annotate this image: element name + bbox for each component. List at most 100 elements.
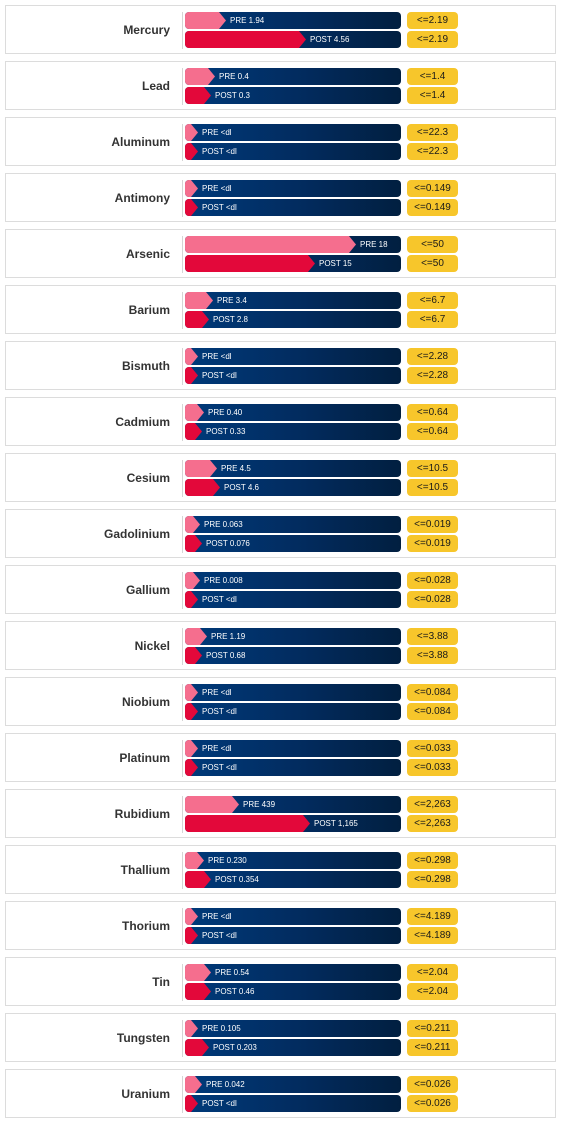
- element-row: Tin PRE 0.54 <=2.04 POST 0.46 <=2.04: [5, 957, 556, 1006]
- element-name: Cesium: [126, 471, 170, 485]
- element-name: Thorium: [122, 919, 170, 933]
- pre-bar-track: PRE 1.94: [185, 12, 401, 29]
- element-row: Cesium PRE 4.5 <=10.5 POST 4.6 <=10.5: [5, 453, 556, 502]
- limit-badge: <=0.019: [407, 535, 458, 552]
- post-bar-track: POST 0.3: [185, 87, 401, 104]
- element-name: Barium: [128, 303, 170, 317]
- post-value-label: POST 0.076: [206, 539, 250, 548]
- pre-bar: [185, 236, 356, 253]
- pre-bar-track: PRE 439: [185, 796, 401, 813]
- post-value-label: POST <dl: [202, 763, 237, 772]
- post-value-label: POST <dl: [202, 147, 237, 156]
- post-bar-track: POST <dl: [185, 703, 401, 720]
- pre-bar: [185, 628, 207, 645]
- pre-bar: [185, 68, 215, 85]
- element-row: Lead PRE 0.4 <=1.4 POST 0.3 <=1.4: [5, 61, 556, 110]
- post-bar: [185, 1095, 198, 1112]
- row-divider: [182, 964, 183, 1001]
- pre-bar-track: PRE 0.063: [185, 516, 401, 533]
- element-row: Thorium PRE <dl <=4.189 POST <dl <=4.189: [5, 901, 556, 950]
- element-row: Platinum PRE <dl <=0.033 POST <dl <=0.033: [5, 733, 556, 782]
- element-name: Mercury: [123, 23, 170, 37]
- limit-badge: <=0.026: [407, 1076, 458, 1093]
- element-row: Tungsten PRE 0.105 <=0.211 POST 0.203 <=0.21…: [5, 1013, 556, 1062]
- post-bar: [185, 871, 211, 888]
- limit-badge: <=50: [407, 255, 458, 272]
- element-row: Thallium PRE 0.230 <=0.298 POST 0.354 <=0.29…: [5, 845, 556, 894]
- limit-badge: <=0.211: [407, 1039, 458, 1056]
- pre-value-label: PRE 1.19: [211, 632, 246, 641]
- limit-badge: <=10.5: [407, 460, 458, 477]
- element-name: Tin: [152, 975, 170, 989]
- pre-value-label: PRE 0.54: [215, 968, 250, 977]
- limit-badge: <=2,263: [407, 796, 458, 813]
- pre-bar: [185, 740, 198, 757]
- element-name: Niobium: [122, 695, 170, 709]
- limit-badge: <=22.3: [407, 143, 458, 160]
- post-bar-track: POST <dl: [185, 143, 401, 160]
- post-value-label: POST 15: [319, 259, 352, 268]
- element-name: Platinum: [119, 751, 170, 765]
- pre-value-label: PRE <dl: [202, 688, 232, 697]
- limit-badge: <=0.211: [407, 1020, 458, 1037]
- post-bar: [185, 591, 198, 608]
- pre-bar-track: PRE 4.5: [185, 460, 401, 477]
- row-divider: [182, 124, 183, 161]
- limit-badge: <=3.88: [407, 647, 458, 664]
- pre-bar: [185, 964, 211, 981]
- pre-bar: [185, 124, 198, 141]
- post-value-label: POST 0.33: [206, 427, 246, 436]
- post-bar: [185, 87, 211, 104]
- pre-bar-track: PRE <dl: [185, 740, 401, 757]
- limit-badge: <=1.4: [407, 87, 458, 104]
- post-bar-track: POST 0.33: [185, 423, 401, 440]
- pre-value-label: PRE 439: [243, 800, 276, 809]
- post-value-label: POST 0.68: [206, 651, 246, 660]
- limit-badge: <=1.4: [407, 68, 458, 85]
- post-value-label: POST 4.56: [310, 35, 350, 44]
- post-bar: [185, 983, 211, 1000]
- pre-value-label: PRE 3.4: [217, 296, 247, 305]
- limit-badge: <=6.7: [407, 311, 458, 328]
- row-divider: [182, 908, 183, 945]
- limit-badge: <=0.019: [407, 516, 458, 533]
- pre-value-label: PRE 0.063: [204, 520, 243, 529]
- row-divider: [182, 740, 183, 777]
- pre-value-label: PRE <dl: [202, 352, 232, 361]
- limit-badge: <=0.64: [407, 423, 458, 440]
- pre-bar-track: PRE <dl: [185, 124, 401, 141]
- element-row: Niobium PRE <dl <=0.084 POST <dl <=0.084: [5, 677, 556, 726]
- pre-bar-track: PRE <dl: [185, 908, 401, 925]
- pre-bar: [185, 348, 198, 365]
- post-bar: [185, 815, 310, 832]
- pre-value-label: PRE 0.105: [202, 1024, 241, 1033]
- element-name: Arsenic: [125, 247, 170, 261]
- pre-bar-track: PRE 3.4: [185, 292, 401, 309]
- post-bar: [185, 479, 220, 496]
- pre-value-label: PRE 0.230: [208, 856, 247, 865]
- post-bar: [185, 143, 198, 160]
- element-row: Mercury PRE 1.94 <=2.19 POST 4.56 <=2.19: [5, 5, 556, 54]
- element-row: Rubidium PRE 439 <=2,263 POST 1,165 <=2,263: [5, 789, 556, 838]
- pre-value-label: PRE 0.042: [206, 1080, 245, 1089]
- row-divider: [182, 1076, 183, 1113]
- element-row: Gadolinium PRE 0.063 <=0.019 POST 0.076 <=0.…: [5, 509, 556, 558]
- pre-value-label: PRE <dl: [202, 744, 232, 753]
- limit-badge: <=0.084: [407, 703, 458, 720]
- row-divider: [182, 12, 183, 49]
- post-value-label: POST <dl: [202, 1099, 237, 1108]
- post-bar: [185, 1039, 209, 1056]
- element-name: Thallium: [120, 863, 170, 877]
- row-divider: [182, 68, 183, 105]
- row-divider: [182, 516, 183, 553]
- limit-badge: <=2.28: [407, 367, 458, 384]
- post-bar-track: POST 1,165: [185, 815, 401, 832]
- pre-bar-track: PRE <dl: [185, 684, 401, 701]
- limit-badge: <=4.189: [407, 927, 458, 944]
- pre-bar: [185, 796, 239, 813]
- pre-bar: [185, 292, 213, 309]
- row-divider: [182, 796, 183, 833]
- post-value-label: POST 0.46: [215, 987, 255, 996]
- limit-badge: <=0.028: [407, 572, 458, 589]
